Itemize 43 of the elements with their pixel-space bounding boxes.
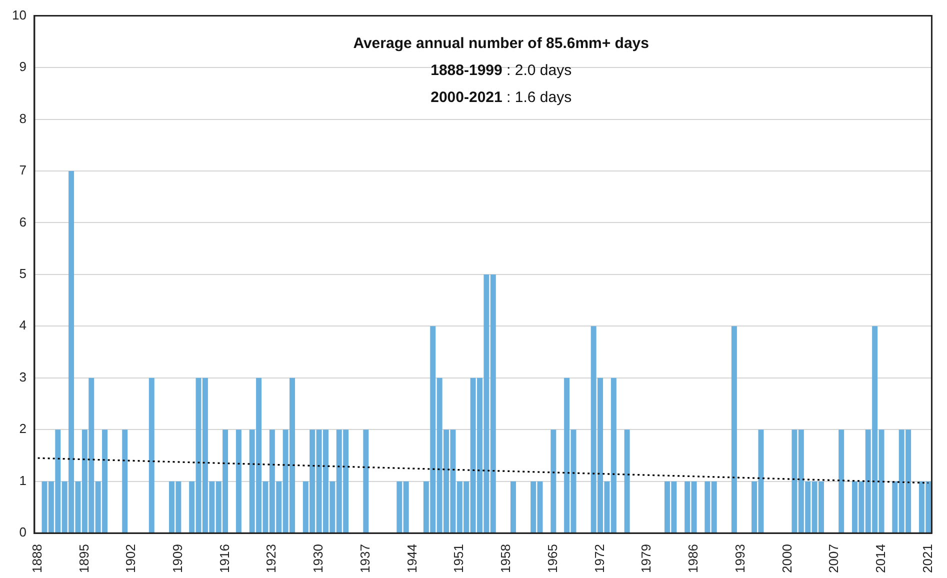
y-tick-label: 10 xyxy=(12,7,26,22)
annotation: 2000-2021 : 1.6 days xyxy=(430,88,572,106)
x-tick-label: 2000 xyxy=(779,544,794,573)
x-tick-label: 1958 xyxy=(498,544,514,573)
y-tick-label: 0 xyxy=(19,524,26,540)
x-tick-label: 1923 xyxy=(264,544,279,573)
x-tick-label: 1937 xyxy=(357,544,372,573)
x-tick-label: 1972 xyxy=(592,544,607,573)
bar xyxy=(624,430,630,533)
bar xyxy=(550,430,556,533)
x-tick-label: 1916 xyxy=(216,544,232,573)
bar xyxy=(236,430,242,533)
x-tick-label: 2014 xyxy=(873,544,888,573)
annotation: 1888-1999 : 2.0 days xyxy=(430,62,572,79)
x-tick-label: 1951 xyxy=(451,544,466,573)
text: Average annual number of 85.6mm+ days xyxy=(353,34,649,52)
x-tick-label: 1986 xyxy=(686,544,701,573)
x-tick-label: 1944 xyxy=(404,544,420,573)
y-tick-label: 5 xyxy=(19,266,26,282)
y-tick-label: 3 xyxy=(19,369,26,384)
y-tick-label: 7 xyxy=(19,162,26,178)
x-tick-label: 1993 xyxy=(732,544,748,573)
y-tick-label: 6 xyxy=(19,214,26,230)
y-tick-label: 8 xyxy=(19,110,26,126)
bar xyxy=(838,430,844,533)
x-tick-label: 2007 xyxy=(826,544,842,573)
x-tick-label: 1930 xyxy=(310,544,326,573)
x-tick-label: 1888 xyxy=(29,544,44,573)
y-tick-label: 4 xyxy=(19,318,26,333)
y-tick-label: 1 xyxy=(19,472,26,488)
bar xyxy=(363,430,369,533)
x-tick-label: 1902 xyxy=(123,544,138,573)
bar xyxy=(148,378,154,533)
y-tick-label: 9 xyxy=(19,59,26,74)
x-tick-label: 1909 xyxy=(170,544,186,573)
x-tick-label: 1979 xyxy=(638,544,654,573)
bar xyxy=(731,326,737,533)
x-tick-label: 1895 xyxy=(76,544,92,573)
bar xyxy=(510,481,516,533)
x-tick-label: 1965 xyxy=(544,544,560,573)
bar xyxy=(122,430,128,533)
y-tick-label: 2 xyxy=(19,421,26,436)
x-tick-label: 2021 xyxy=(920,544,935,573)
